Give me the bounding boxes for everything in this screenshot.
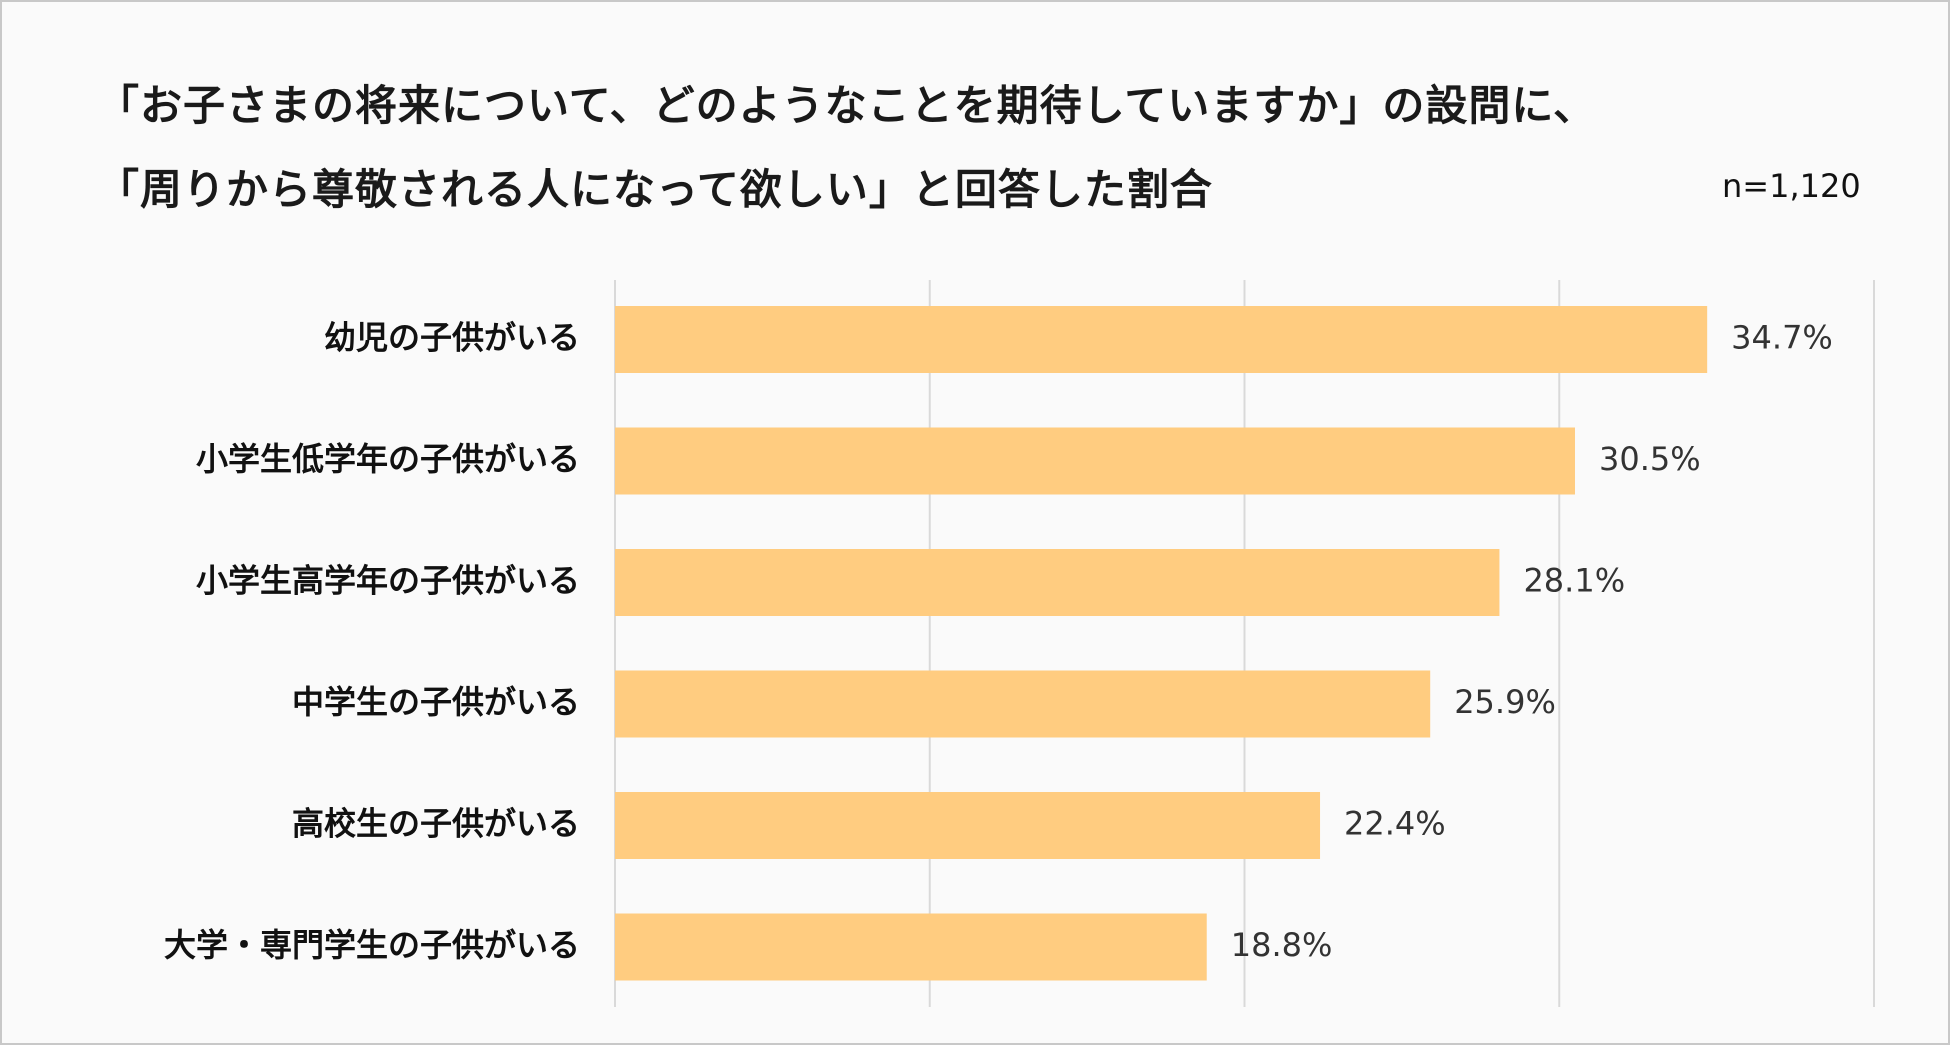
category-label: 中学生の子供がいる <box>292 683 580 721</box>
bar <box>615 913 1207 981</box>
data-label: 18.8% <box>1231 926 1333 964</box>
category-label: 小学生高学年の子供がいる <box>196 562 580 600</box>
sample-size-note: n=1,120 <box>1722 167 1861 205</box>
data-label: 30.5% <box>1599 440 1701 478</box>
bar <box>615 549 1500 616</box>
bar <box>615 670 1431 738</box>
category-label: 高校生の子供がいる <box>292 805 580 843</box>
bar <box>615 792 1321 859</box>
chart-title-line-1: 「お子さまの将来について、どのようなことを期待していますか」の設問に、 <box>97 81 1597 130</box>
data-label: 25.9% <box>1454 683 1556 721</box>
chart-title: 「お子さまの将来について、どのようなことを期待していますか」の設問に、 「周りか… <box>97 64 1596 232</box>
chart-title-line-2: 「周りから尊敬される人になって欲しい」と回答した割合 <box>97 165 1213 214</box>
category-label: 小学生低学年の子供がいる <box>196 440 580 478</box>
data-label: 28.1% <box>1523 562 1625 600</box>
data-label: 34.7% <box>1731 319 1833 357</box>
bar <box>615 306 1708 373</box>
data-label: 22.4% <box>1344 805 1446 843</box>
category-label: 幼児の子供がいる <box>324 319 580 357</box>
bar <box>615 427 1575 495</box>
category-label: 大学・専門学生の子供がいる <box>164 926 580 964</box>
